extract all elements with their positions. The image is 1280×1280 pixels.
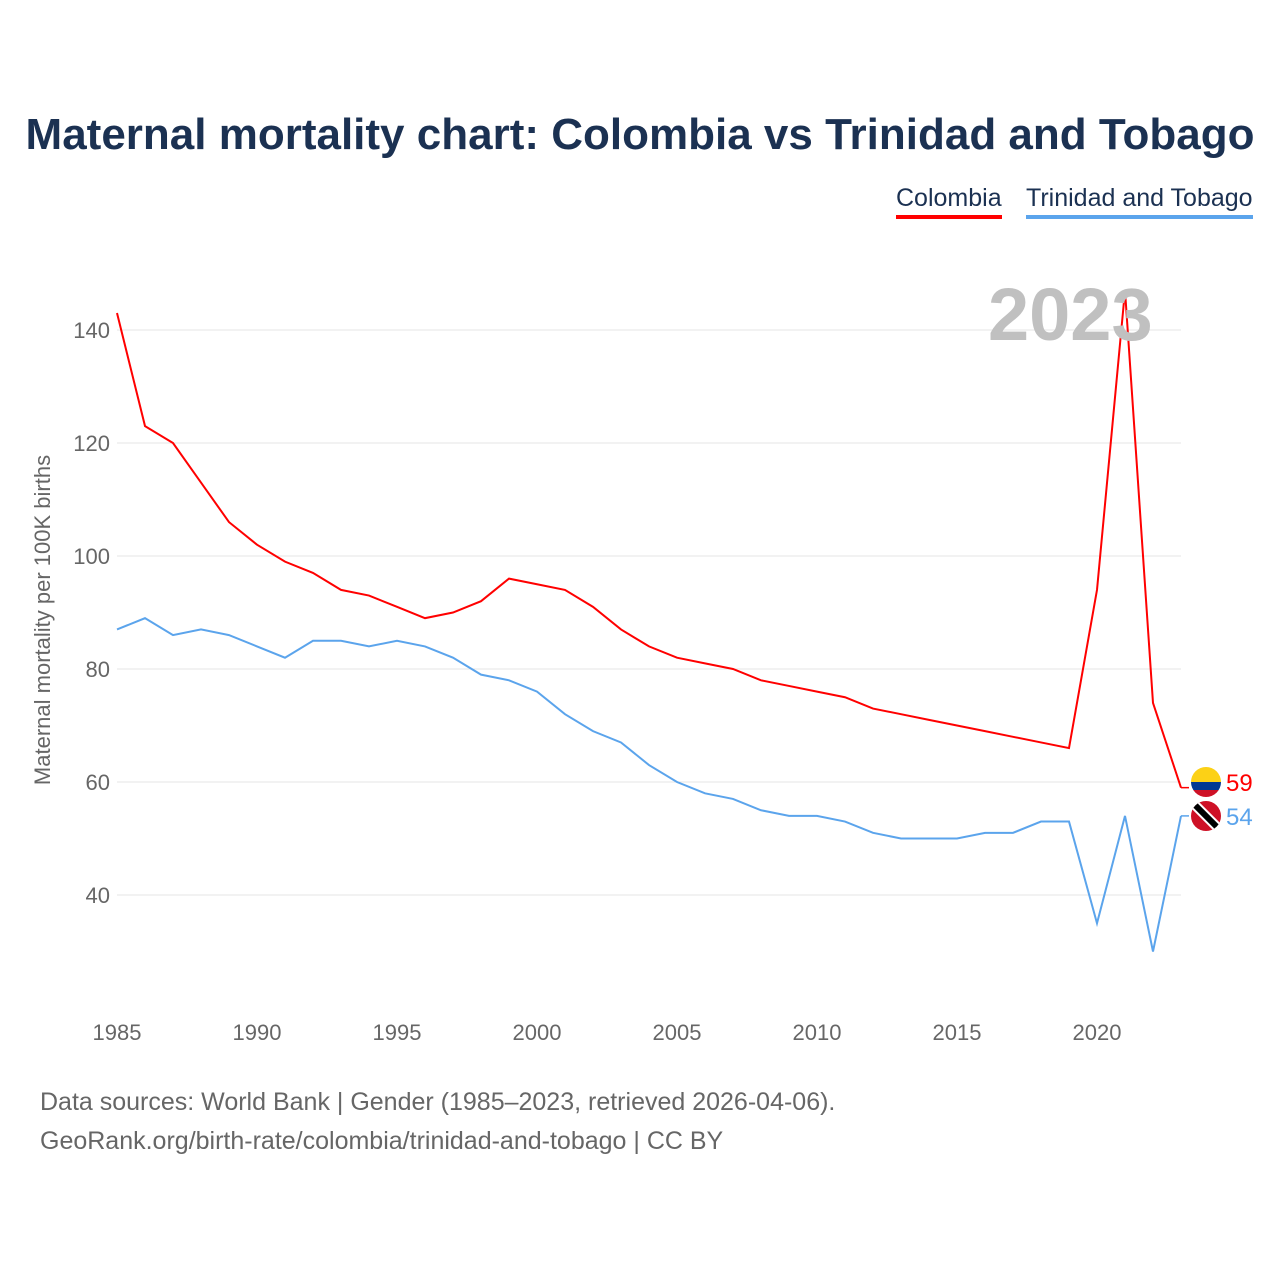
x-tick-label: 2010: [793, 1020, 842, 1045]
y-tick-label: 80: [86, 657, 110, 682]
series-line-trinidad: [116, 617, 1182, 952]
series-line-colombia: [116, 290, 1182, 788]
y-axis-label: Maternal mortality per 100K births: [30, 455, 55, 785]
y-tick-label: 100: [73, 544, 110, 569]
y-tick-label: 60: [86, 770, 110, 795]
y-tick-label: 40: [86, 883, 110, 908]
end-value-label: 59: [1226, 770, 1253, 797]
legend-colombia[interactable]: Colombia: [896, 184, 1002, 219]
x-tick-label: 2020: [1073, 1020, 1122, 1045]
x-tick-label: 2000: [513, 1020, 562, 1045]
year-watermark: 2023: [988, 273, 1153, 356]
footer-sources: Data sources: World Bank | Gender (1985–…: [40, 1088, 836, 1116]
colombia-flag-icon: [1191, 767, 1221, 797]
trinidad-flag-icon: [1191, 801, 1221, 831]
y-tick-label: 120: [73, 431, 110, 456]
y-tick-label: 140: [73, 318, 110, 343]
x-tick-label: 2015: [933, 1020, 982, 1045]
end-value-label: 54: [1226, 804, 1253, 831]
x-tick-label: 1985: [93, 1020, 142, 1045]
x-tick-label: 2005: [653, 1020, 702, 1045]
footer-url[interactable]: GeoRank.org/birth-rate/colombia/trinidad…: [40, 1127, 724, 1155]
chart-title: Maternal mortality chart: Colombia vs Tr…: [25, 110, 1255, 159]
x-tick-label: 1990: [233, 1020, 282, 1045]
legend-trinidad-and-tobago[interactable]: Trinidad and Tobago: [1026, 184, 1253, 219]
x-tick-label: 1995: [373, 1020, 422, 1045]
